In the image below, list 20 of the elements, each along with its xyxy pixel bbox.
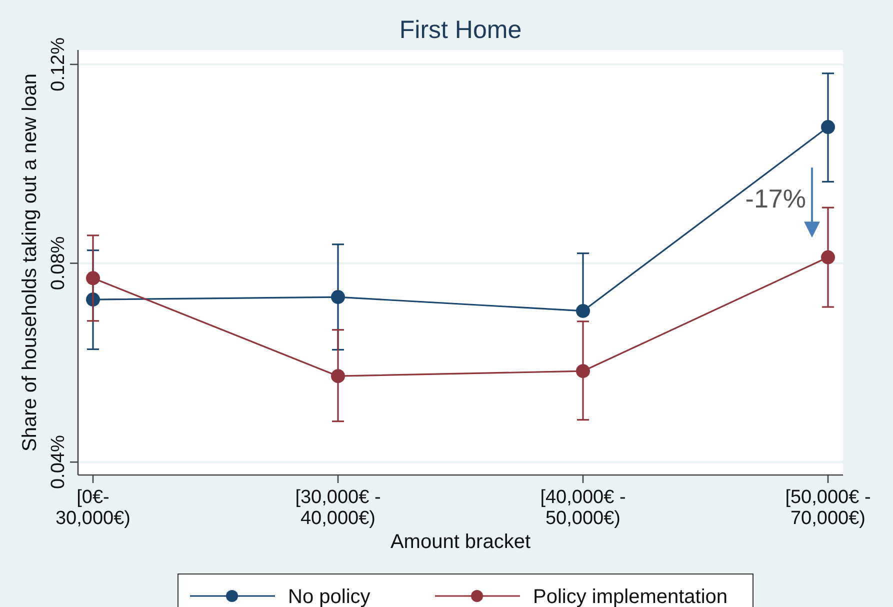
point bbox=[821, 250, 835, 264]
x-tick-label: [0€- 30,000€) bbox=[55, 487, 131, 529]
point bbox=[576, 364, 590, 378]
x-axis-title: Amount bracket bbox=[390, 531, 531, 553]
legend-label: Policy implementation bbox=[533, 586, 728, 607]
chart-title: First Home bbox=[399, 16, 522, 44]
point bbox=[576, 304, 590, 318]
point bbox=[86, 271, 100, 286]
y-tick-label: 0.08% bbox=[48, 236, 69, 290]
point bbox=[821, 120, 835, 134]
point bbox=[331, 369, 345, 384]
x-tick-label: [50,000€ - 70,000€) bbox=[785, 487, 871, 529]
y-tick-label: 0.04% bbox=[48, 435, 69, 490]
annotation: -17% bbox=[745, 184, 806, 214]
y-axis-title: Share of households taking out a new loan bbox=[19, 73, 41, 452]
x-tick-label: [30,000€ - 40,000€) bbox=[295, 487, 381, 529]
point bbox=[331, 290, 345, 304]
legend-label: No policy bbox=[288, 586, 370, 607]
y-tick-label: 0.12% bbox=[48, 37, 69, 92]
x-tick-label: [40,000€ - 50,000€) bbox=[540, 487, 626, 529]
